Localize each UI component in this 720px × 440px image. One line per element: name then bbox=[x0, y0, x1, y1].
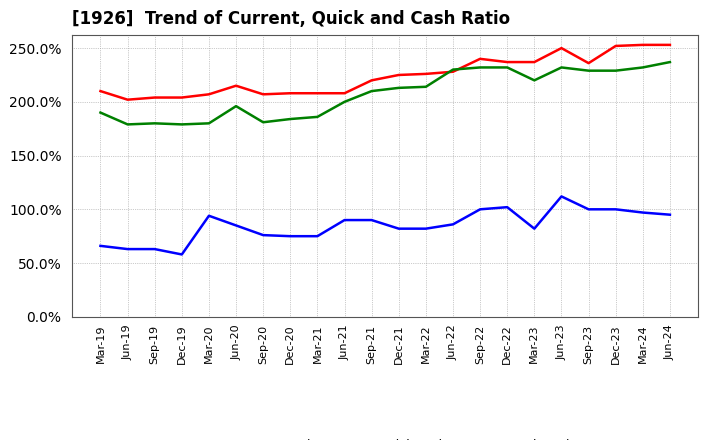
Current Ratio bbox=[476, 56, 485, 62]
Current Ratio bbox=[313, 91, 322, 96]
Cash Ratio bbox=[395, 226, 403, 231]
Line: Cash Ratio: Cash Ratio bbox=[101, 196, 670, 254]
Current Ratio bbox=[178, 95, 186, 100]
Cash Ratio bbox=[421, 226, 430, 231]
Cash Ratio bbox=[639, 210, 647, 215]
Cash Ratio bbox=[503, 205, 511, 210]
Cash Ratio bbox=[665, 212, 674, 217]
Quick Ratio bbox=[232, 103, 240, 109]
Quick Ratio bbox=[313, 114, 322, 120]
Current Ratio bbox=[96, 88, 105, 94]
Cash Ratio bbox=[557, 194, 566, 199]
Current Ratio bbox=[557, 45, 566, 51]
Cash Ratio bbox=[123, 246, 132, 252]
Cash Ratio bbox=[178, 252, 186, 257]
Line: Quick Ratio: Quick Ratio bbox=[101, 62, 670, 125]
Quick Ratio bbox=[584, 68, 593, 73]
Cash Ratio bbox=[611, 207, 620, 212]
Line: Current Ratio: Current Ratio bbox=[101, 45, 670, 100]
Quick Ratio bbox=[341, 99, 349, 104]
Current Ratio bbox=[395, 72, 403, 77]
Quick Ratio bbox=[259, 120, 268, 125]
Quick Ratio bbox=[557, 65, 566, 70]
Current Ratio bbox=[530, 59, 539, 65]
Current Ratio bbox=[150, 95, 159, 100]
Current Ratio bbox=[665, 42, 674, 48]
Quick Ratio bbox=[503, 65, 511, 70]
Cash Ratio bbox=[96, 243, 105, 249]
Quick Ratio bbox=[150, 121, 159, 126]
Current Ratio bbox=[204, 92, 213, 97]
Quick Ratio bbox=[530, 78, 539, 83]
Cash Ratio bbox=[530, 226, 539, 231]
Cash Ratio bbox=[449, 222, 457, 227]
Quick Ratio bbox=[476, 65, 485, 70]
Text: [1926]  Trend of Current, Quick and Cash Ratio: [1926] Trend of Current, Quick and Cash … bbox=[72, 10, 510, 28]
Current Ratio bbox=[286, 91, 294, 96]
Cash Ratio bbox=[341, 217, 349, 223]
Legend: Current Ratio, Quick Ratio, Cash Ratio: Current Ratio, Quick Ratio, Cash Ratio bbox=[189, 434, 582, 440]
Cash Ratio bbox=[232, 223, 240, 228]
Current Ratio bbox=[341, 91, 349, 96]
Current Ratio bbox=[584, 61, 593, 66]
Quick Ratio bbox=[178, 122, 186, 127]
Quick Ratio bbox=[204, 121, 213, 126]
Current Ratio bbox=[367, 78, 376, 83]
Current Ratio bbox=[259, 92, 268, 97]
Current Ratio bbox=[449, 69, 457, 74]
Quick Ratio bbox=[639, 65, 647, 70]
Cash Ratio bbox=[476, 207, 485, 212]
Cash Ratio bbox=[313, 234, 322, 239]
Quick Ratio bbox=[611, 68, 620, 73]
Cash Ratio bbox=[286, 234, 294, 239]
Current Ratio bbox=[611, 43, 620, 48]
Quick Ratio bbox=[123, 122, 132, 127]
Cash Ratio bbox=[259, 232, 268, 238]
Quick Ratio bbox=[421, 84, 430, 89]
Cash Ratio bbox=[367, 217, 376, 223]
Quick Ratio bbox=[367, 88, 376, 94]
Current Ratio bbox=[639, 42, 647, 48]
Cash Ratio bbox=[584, 207, 593, 212]
Cash Ratio bbox=[150, 246, 159, 252]
Quick Ratio bbox=[665, 59, 674, 65]
Current Ratio bbox=[503, 59, 511, 65]
Current Ratio bbox=[123, 97, 132, 103]
Quick Ratio bbox=[449, 67, 457, 72]
Cash Ratio bbox=[204, 213, 213, 218]
Current Ratio bbox=[232, 83, 240, 88]
Current Ratio bbox=[421, 71, 430, 77]
Quick Ratio bbox=[96, 110, 105, 115]
Quick Ratio bbox=[286, 117, 294, 122]
Quick Ratio bbox=[395, 85, 403, 91]
